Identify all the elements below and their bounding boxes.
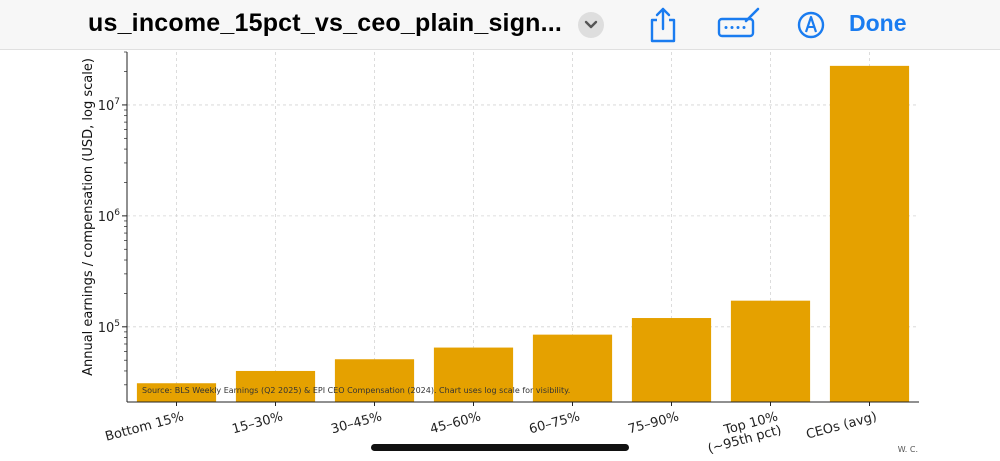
bar — [631, 318, 712, 402]
x-tick-label: 15–30% — [230, 409, 284, 437]
bar — [433, 347, 514, 402]
bar — [334, 359, 415, 402]
chevron-down-icon — [584, 20, 598, 29]
x-tick-label: CEOs (avg) — [805, 409, 879, 442]
bars — [136, 65, 910, 403]
x-tick-label: Bottom 15% — [104, 409, 186, 444]
x-tick-label: 30–45% — [329, 409, 383, 437]
y-tick-label: 105 — [98, 319, 120, 336]
bar — [136, 383, 217, 402]
home-indicator[interactable] — [371, 444, 629, 451]
x-tick-label-line: Bottom 15% — [104, 409, 186, 444]
title-bar: us_income_15pct_vs_ceo_plain_sign... D — [0, 0, 1000, 50]
pen-circle-icon — [797, 11, 825, 39]
x-tick-label: Top 10%(~95th pct) — [706, 409, 783, 457]
x-tick-label: 75–90% — [626, 409, 680, 437]
x-tick-label-line: 60–75% — [527, 409, 581, 437]
share-icon — [650, 7, 676, 43]
y-tick-label: 107 — [98, 97, 120, 114]
y-tick-labels: 105 106 107 — [98, 97, 121, 336]
x-tick-label-line: CEOs (avg) — [805, 409, 879, 442]
annotate-button[interactable] — [716, 6, 762, 47]
document-title[interactable]: us_income_15pct_vs_ceo_plain_sign... — [88, 9, 563, 37]
bar — [730, 300, 811, 402]
done-button[interactable]: Done — [849, 10, 907, 36]
bar — [829, 65, 910, 403]
bar — [235, 370, 316, 402]
x-tick-label-line: 45–60% — [428, 409, 482, 437]
x-tick-label-line: 15–30% — [230, 409, 284, 437]
axes — [122, 51, 919, 406]
bar-chart: 105 106 107 Bottom 15% 15–30% 30–45% 45–60% 60… — [81, 51, 919, 457]
bar — [532, 334, 613, 402]
grid-lines — [127, 52, 919, 402]
title-menu-button[interactable] — [578, 12, 604, 38]
markup-button[interactable] — [795, 6, 827, 47]
y-axis-label: Annual earnings / compensation (USD, log… — [81, 58, 96, 376]
x-tick-label-line: 30–45% — [329, 409, 383, 437]
y-tick-label: 106 — [98, 208, 121, 225]
source-note: Source: BLS Weekly Earnings (Q2 2025) & … — [142, 386, 570, 395]
x-tick-label: 45–60% — [428, 409, 482, 437]
x-tick-label-line: 75–90% — [626, 409, 680, 437]
x-tick-label: 60–75% — [527, 409, 581, 437]
watermark: W. C. — [898, 445, 918, 454]
markup-keyboard-icon — [717, 7, 760, 38]
share-button[interactable] — [647, 6, 679, 49]
